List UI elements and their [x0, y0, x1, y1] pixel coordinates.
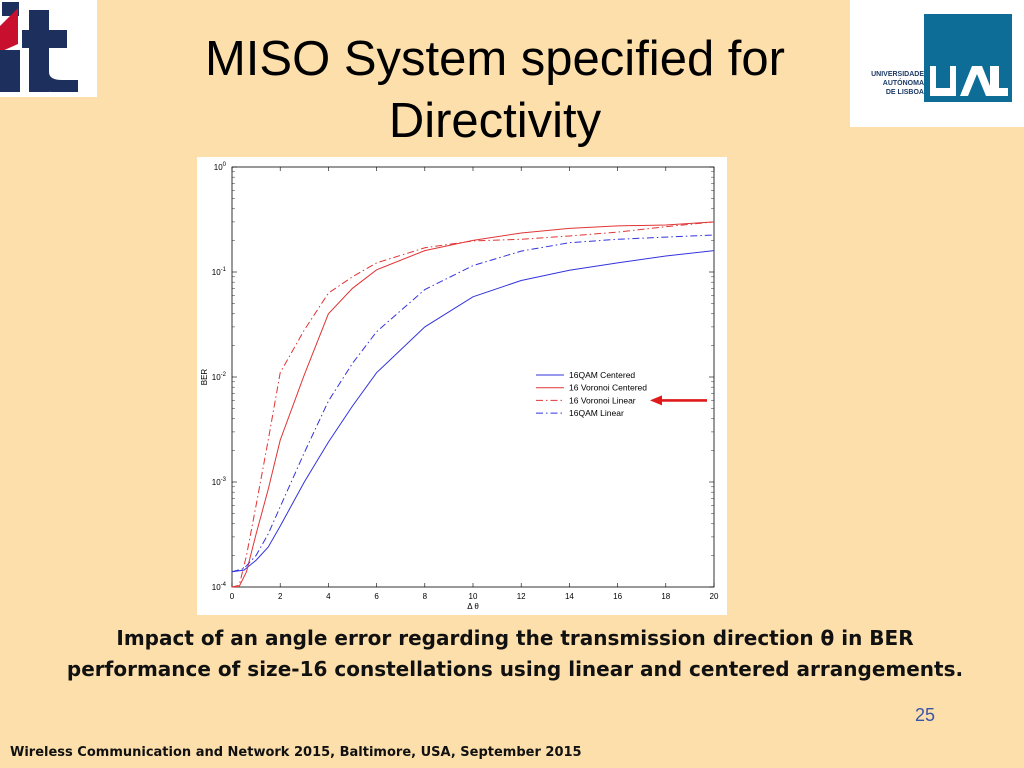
ber-chart-svg: 0 2 4 6 8 10 12 14 16 18 20 100 10-1 10-2 10-3 10-4 Δ θ B… [200, 162, 719, 611]
ber-chart: 0 2 4 6 8 10 12 14 16 18 20 100 10-1 10-2 10-3 10-4 Δ θ B… [197, 157, 727, 615]
x-tick-label: 4 [326, 592, 331, 601]
it-logo-mark [0, 2, 78, 92]
ual-logo-mark [924, 14, 1012, 102]
x-tick-label: 2 [278, 592, 283, 601]
legend-label-4: 16QAM Linear [569, 408, 624, 418]
x-tick-label: 12 [517, 592, 526, 601]
y-tick-label: 10-3 [212, 477, 227, 487]
caption-line-1: Impact of an angle error regarding the t… [116, 626, 914, 650]
plot-frame [231, 166, 715, 588]
page-number: 25 [914, 705, 936, 725]
series-line-1 [231, 250, 715, 573]
series-line-2 [231, 221, 715, 588]
slide-title: MISO System specified for Directivity [204, 32, 785, 148]
x-tick-label: 0 [230, 592, 235, 601]
y-tick-label: 10-2 [212, 372, 227, 382]
ual-logo: UNIVERSIDADE AUTÓNOMA DE LISBOA [850, 0, 1024, 127]
y-tick-label: 100 [214, 162, 227, 172]
footer-text: Wireless Communication and Network 2015,… [10, 745, 582, 760]
caption-line-2: performance of size-16 constellations us… [66, 657, 964, 681]
it-logo [0, 0, 97, 97]
x-axis-label: Δ θ [467, 602, 479, 611]
series-line-4 [231, 234, 715, 573]
y-tick-label: 10-1 [212, 267, 227, 277]
x-tick-label: 6 [374, 592, 379, 601]
x-tick-label: 16 [613, 592, 622, 601]
x-tick-label: 20 [710, 592, 719, 601]
annotation-arrow-head [650, 395, 662, 406]
x-tick-label: 10 [469, 592, 478, 601]
x-tick-label: 14 [565, 592, 574, 601]
y-tick-label: 10-4 [212, 582, 227, 592]
legend-label-2: 16 Voronoi Centered [569, 383, 647, 393]
x-tick-label: 8 [423, 592, 428, 601]
y-axis-label: BER [200, 369, 209, 386]
legend-label-1: 16QAM Centered [569, 370, 635, 380]
x-tick-label: 18 [661, 592, 670, 601]
figure-caption: Impact of an angle error regarding the t… [60, 623, 970, 685]
ual-logo-text: UNIVERSIDADE AUTÓNOMA DE LISBOA [871, 71, 924, 96]
series-line-3 [231, 221, 715, 588]
legend-label-3: 16 Voronoi Linear [569, 395, 636, 405]
